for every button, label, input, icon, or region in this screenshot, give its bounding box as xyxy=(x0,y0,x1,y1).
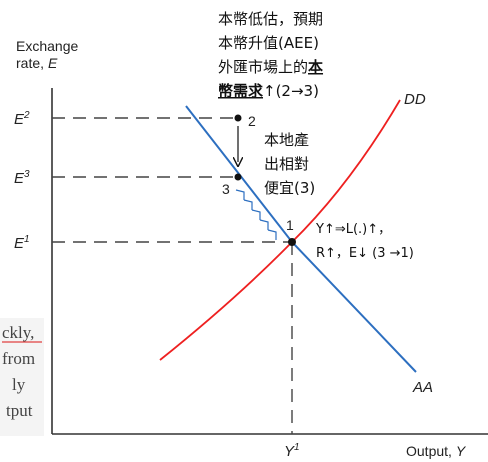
background-text-line-3: ly xyxy=(12,375,26,394)
annotation-top-line-4-emphasis: 幣需求 xyxy=(218,82,264,100)
y-axis-label-line-1: Exchange xyxy=(16,38,78,54)
point-1 xyxy=(288,238,296,246)
annotation-middle-line-1: 本地產 xyxy=(264,131,309,149)
point-label-3: 3 xyxy=(222,181,230,197)
tick-label-e1-sup: 1 xyxy=(24,234,30,245)
dd-curve-label: DD xyxy=(404,91,426,108)
background-text-line-1: ckly, xyxy=(2,323,34,342)
aa-curve-label: AA xyxy=(412,379,433,396)
y-axis-label-word: rate, xyxy=(16,55,44,71)
tick-label-e3-sup: 3 xyxy=(24,169,30,180)
y-axis-label-var: E xyxy=(48,55,58,71)
guide-lines xyxy=(52,117,293,434)
background-panel xyxy=(0,318,44,436)
tick-label-e2: E2 xyxy=(14,110,30,128)
annotation-middle: 本地產 出相對 便宜(3) xyxy=(264,131,315,197)
point-2 xyxy=(234,114,242,122)
x-axis-label: Output, Y xyxy=(406,443,467,459)
annotation-top: 本幣低估，預期 本幣升值(AEE) 外匯市場上的本 幣需求↑(2→3) xyxy=(218,10,323,100)
hatch-5 xyxy=(267,229,277,240)
hatch-3 xyxy=(251,209,261,220)
hatch-4 xyxy=(259,219,269,230)
aa-hatch-marks xyxy=(235,189,277,240)
annotation-right: Y↑⇒L(.)↑， R↑，E↓ (3 →1) xyxy=(315,222,414,261)
annotation-middle-line-3: 便宜(3) xyxy=(264,179,315,197)
annotation-top-line-4: 幣需求↑(2→3) xyxy=(218,82,319,100)
annotation-top-line-4-plain: ↑(2→3) xyxy=(263,82,319,100)
tick-label-y1: Y1 xyxy=(284,442,300,460)
annotation-right-line-2: R↑，E↓ (3 →1) xyxy=(316,246,414,261)
annotation-right-line-1: Y↑⇒L(.)↑， xyxy=(315,222,391,237)
annotation-top-line-3: 外匯市場上的本 xyxy=(218,58,323,76)
x-axis-label-var: Y xyxy=(456,443,467,459)
annotation-top-line-1: 本幣低估，預期 xyxy=(218,10,323,28)
point-3 xyxy=(234,173,242,181)
background-text-line-2: from xyxy=(2,349,35,368)
background-text-line-4: tput xyxy=(6,401,33,420)
tick-label-e3: E3 xyxy=(14,169,30,187)
point-label-1: 1 xyxy=(286,217,294,233)
tick-label-e1: E1 xyxy=(14,234,30,252)
annotation-middle-line-2: 出相對 xyxy=(264,155,309,173)
tick-label-y1-sup: 1 xyxy=(294,442,300,453)
tick-label-y1-base: Y xyxy=(284,443,295,460)
annotation-top-line-3-plain: 外匯市場上的 xyxy=(218,58,308,76)
x-axis-label-word: Output, xyxy=(406,443,452,459)
tick-label-e2-sup: 2 xyxy=(23,110,30,121)
annotation-top-line-2: 本幣升值(AEE) xyxy=(218,34,319,52)
tick-label-e1-base: E xyxy=(14,235,25,252)
y-axis-label-line-2: rate, E xyxy=(16,55,58,71)
hatch-1 xyxy=(235,189,245,200)
annotation-top-line-3-emphasis: 本 xyxy=(308,58,323,76)
point-label-2: 2 xyxy=(248,113,256,129)
hatch-2 xyxy=(243,199,253,210)
axes xyxy=(51,88,488,435)
tick-label-e2-base: E xyxy=(14,111,25,128)
background-book-text: ckly, from ly tput xyxy=(0,318,44,436)
tick-label-e3-base: E xyxy=(14,170,25,187)
